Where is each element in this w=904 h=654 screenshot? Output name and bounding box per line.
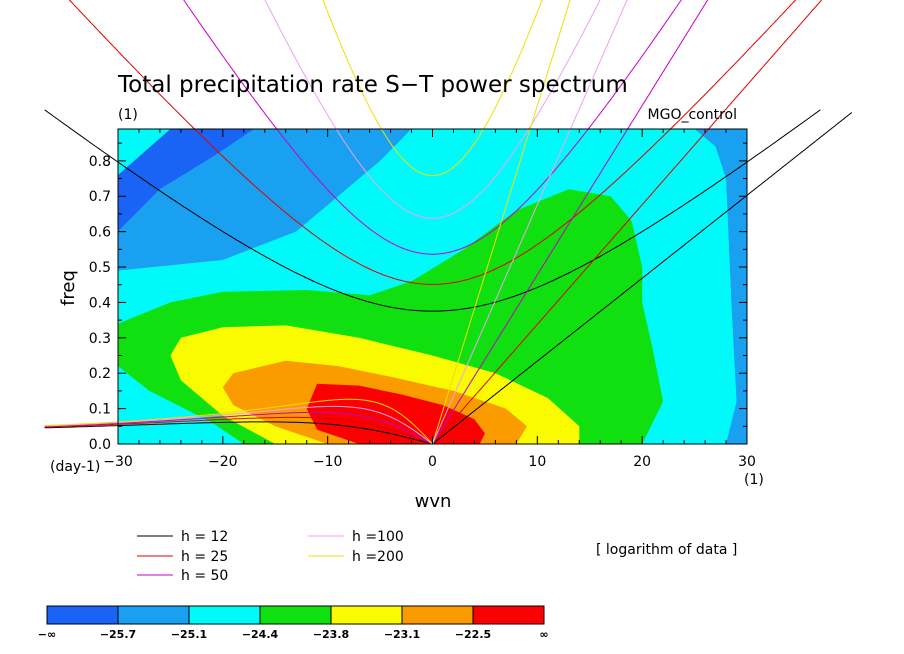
curve-ig-h200 <box>322 0 543 177</box>
dispersion-curve-layer <box>44 0 853 445</box>
colorbar-level-label: −∞ <box>38 628 56 641</box>
axes: −30 −20 −10 0 10 20 30 0.0 0.1 0.2 0.3 0.4 0.5 0.6 0.7… <box>89 128 756 470</box>
x-tick-label: −20 <box>208 454 238 470</box>
y-unit-label: (day-1) <box>50 459 100 475</box>
y-tick-label: 0.3 <box>89 331 111 347</box>
y-tick-label: 0.0 <box>89 437 111 453</box>
contour-region-light-blue <box>118 129 412 271</box>
subtitle-left: (1) <box>118 107 138 123</box>
curve-kelvin-h50 <box>432 0 709 445</box>
subtitle-right: MGO_control <box>648 107 737 123</box>
x-tick-label: 10 <box>528 454 546 470</box>
x-axis-title: wvn <box>415 491 452 512</box>
y-tick-label: 0.6 <box>89 225 111 241</box>
colorbar-swatch <box>259 605 332 625</box>
legend: h = 12 h = 25 h = 50 h =100 h =200 <box>137 529 404 584</box>
legend-label-h50: h = 50 <box>181 568 228 584</box>
curve-ig-h12 <box>44 109 821 312</box>
y-tick-label: 0.5 <box>89 260 111 276</box>
y-axis-title: freq <box>58 270 79 306</box>
contour-fill-layer <box>118 129 747 444</box>
colorbar-level-label: −23.1 <box>384 628 420 641</box>
note-label: [ logarithm of data ] <box>596 542 737 558</box>
colorbar-level-label: −25.1 <box>171 628 207 641</box>
x-tick-label: −30 <box>103 454 133 470</box>
y-tick-label: 0.4 <box>89 295 111 311</box>
curve-rossby-h25 <box>44 416 433 445</box>
colorbar-level-label: ∞ <box>539 628 548 641</box>
contour-region-light-blue-right <box>694 129 747 444</box>
x-unit-label: (1) <box>744 472 764 488</box>
colorbar-level-label: −25.7 <box>100 628 136 641</box>
curve-rossby-h12 <box>44 421 433 445</box>
colorbar-swatch <box>188 605 261 625</box>
legend-label-h12: h = 12 <box>181 529 228 545</box>
x-tick-label: 20 <box>633 454 651 470</box>
curve-rossby-h50 <box>44 411 433 445</box>
contour-region-dark-blue <box>118 129 255 232</box>
colorbar-level-label: −23.8 <box>313 628 349 641</box>
x-tick-label: 0 <box>428 454 437 470</box>
y-tick-label: 0.7 <box>89 189 111 205</box>
colorbar: −∞ −25.7 −25.1 −24.4 −23.8 −23.1 −22.5 ∞ <box>38 605 549 641</box>
text-layer: Total precipitation rate S−T power spect… <box>50 72 764 558</box>
curve-kelvin-h100 <box>432 0 628 445</box>
legend-label-h25: h = 25 <box>181 549 228 565</box>
y-tick-label: 0.8 <box>89 154 111 170</box>
colorbar-swatch <box>472 605 545 625</box>
curve-rossby-h100 <box>44 405 433 445</box>
y-tick-label: 0.1 <box>89 402 111 418</box>
y-tick-label: 0.2 <box>89 366 111 382</box>
curve-rossby-h200 <box>44 398 433 445</box>
legend-label-h100: h =100 <box>352 529 404 545</box>
curve-kelvin-h12 <box>432 112 853 445</box>
curve-ig-h100 <box>264 0 601 219</box>
curve-ig-h50 <box>183 0 682 255</box>
chart-title: Total precipitation rate S−T power spect… <box>117 72 628 98</box>
legend-label-h200: h =200 <box>352 549 404 565</box>
colorbar-swatch <box>330 605 403 625</box>
colorbar-swatch <box>46 605 119 625</box>
colorbar-level-label: −22.5 <box>455 628 491 641</box>
curve-ig-h25 <box>68 0 797 285</box>
x-tick-label: −10 <box>313 454 343 470</box>
curve-kelvin-h25 <box>432 0 823 445</box>
colorbar-level-label: −24.4 <box>242 628 279 641</box>
colorbar-swatch <box>117 605 190 625</box>
curve-kelvin-h200 <box>432 0 571 445</box>
colorbar-swatch <box>401 605 474 625</box>
x-tick-label: 30 <box>738 454 756 470</box>
